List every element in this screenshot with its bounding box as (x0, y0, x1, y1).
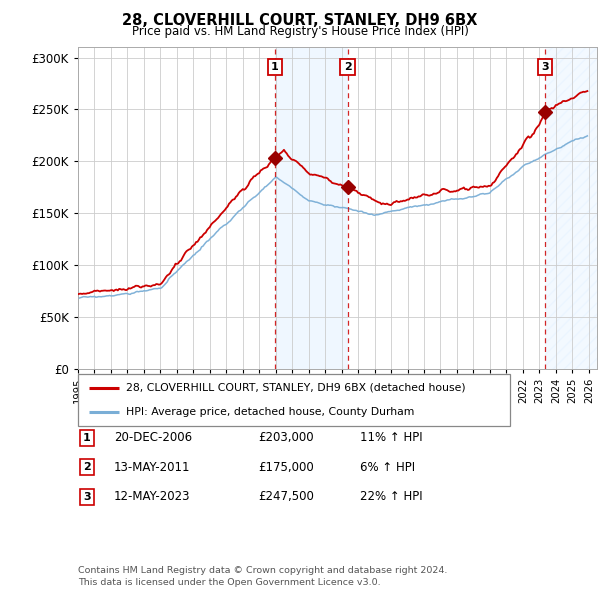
Text: 20-DEC-2006: 20-DEC-2006 (114, 431, 192, 444)
Text: Contains HM Land Registry data © Crown copyright and database right 2024.
This d: Contains HM Land Registry data © Crown c… (78, 566, 448, 587)
Text: 28, CLOVERHILL COURT, STANLEY, DH9 6BX: 28, CLOVERHILL COURT, STANLEY, DH9 6BX (122, 13, 478, 28)
Text: 22% ↑ HPI: 22% ↑ HPI (360, 490, 422, 503)
Bar (275, 47, 347, 369)
Text: 3: 3 (541, 62, 549, 72)
Text: £175,000: £175,000 (258, 461, 314, 474)
Text: £203,000: £203,000 (258, 431, 314, 444)
Text: 11% ↑ HPI: 11% ↑ HPI (360, 431, 422, 444)
Text: 12-MAY-2023: 12-MAY-2023 (114, 490, 191, 503)
Text: 1: 1 (83, 433, 91, 442)
Text: 3: 3 (83, 492, 91, 502)
Text: 13-MAY-2011: 13-MAY-2011 (114, 461, 191, 474)
Text: £247,500: £247,500 (258, 490, 314, 503)
Bar (545, 47, 597, 369)
Text: 2: 2 (344, 62, 352, 72)
Text: 28, CLOVERHILL COURT, STANLEY, DH9 6BX (detached house): 28, CLOVERHILL COURT, STANLEY, DH9 6BX (… (125, 382, 465, 392)
Text: Price paid vs. HM Land Registry's House Price Index (HPI): Price paid vs. HM Land Registry's House … (131, 25, 469, 38)
Text: 2: 2 (83, 463, 91, 472)
Text: HPI: Average price, detached house, County Durham: HPI: Average price, detached house, Coun… (125, 408, 414, 418)
Text: 1: 1 (271, 62, 279, 72)
FancyBboxPatch shape (78, 374, 510, 426)
Text: 6% ↑ HPI: 6% ↑ HPI (360, 461, 415, 474)
